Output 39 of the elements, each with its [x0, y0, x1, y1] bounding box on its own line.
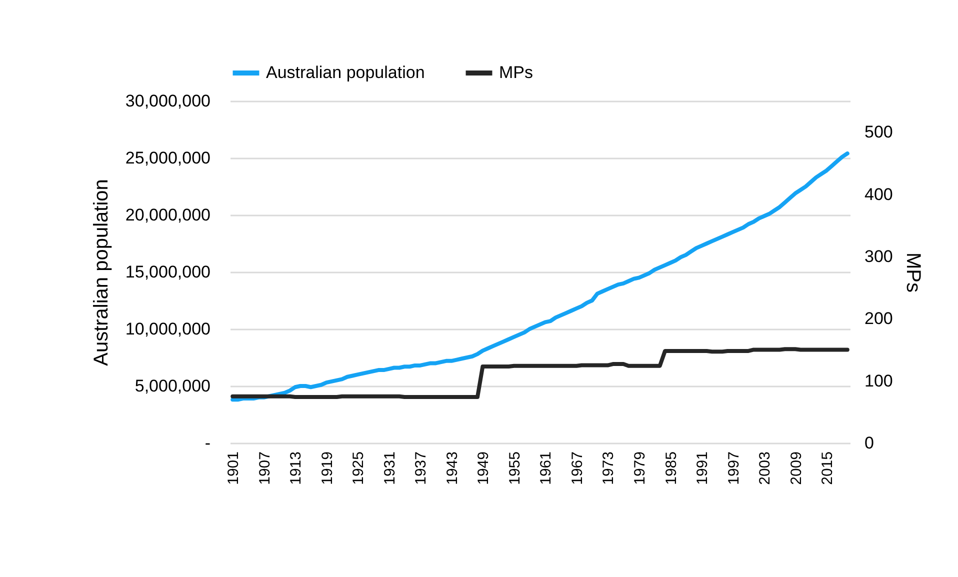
y-axis-title: Australian population: [90, 179, 112, 366]
x-tick-label: 2015: [819, 452, 836, 485]
x-tick-label: 1907: [256, 452, 274, 485]
x-tick-label: 1925: [350, 452, 368, 485]
y2-tick-label: 200: [864, 309, 893, 328]
x-tick-label: 2009: [788, 452, 805, 485]
x-tick-label: 1973: [600, 452, 618, 485]
x-tick-label: 1961: [538, 452, 555, 485]
x-tick-label: 1967: [568, 452, 586, 485]
x-tick-label: 1949: [475, 452, 492, 485]
y2-tick-label: 400: [864, 184, 893, 204]
x-tick-label: 1979: [631, 452, 648, 485]
y-tick-label: 15,000,000: [125, 262, 210, 282]
y2-axis-title: MPs: [902, 252, 924, 292]
y2-tick-label: 100: [864, 371, 893, 390]
x-tick-label: 1901: [225, 452, 242, 485]
y2-tick-label: 500: [864, 122, 893, 142]
y2-tick-label: 300: [864, 246, 893, 266]
y-tick-label: 10,000,000: [125, 320, 210, 338]
y-tick-label: 20,000,000: [125, 206, 210, 224]
x-tick-label: 1931: [381, 452, 398, 485]
x-tick-label: 1943: [444, 452, 461, 485]
legend-label: MPs: [499, 63, 533, 82]
x-tick-label: 1937: [412, 452, 430, 485]
x-tick-label: 2003: [756, 452, 774, 485]
x-tick-label: 1913: [288, 452, 305, 485]
x-tick-label: 1991: [694, 452, 712, 485]
x-tick-label: 1919: [318, 452, 336, 485]
y-tick-label: -: [204, 434, 210, 452]
y-tick-label: 30,000,000: [125, 92, 210, 110]
y-tick-label: 25,000,000: [125, 148, 210, 168]
x-tick-label: 1955: [506, 452, 524, 485]
line-series: [230, 151, 850, 402]
x-tick-label: 1985: [662, 452, 680, 485]
x-tick-label: 1997: [725, 452, 742, 485]
y2-tick-label: 0: [864, 434, 874, 452]
y-tick-label: 5,000,000: [134, 376, 210, 396]
legend-label: Australian population: [266, 63, 425, 82]
line-series: [230, 347, 850, 399]
